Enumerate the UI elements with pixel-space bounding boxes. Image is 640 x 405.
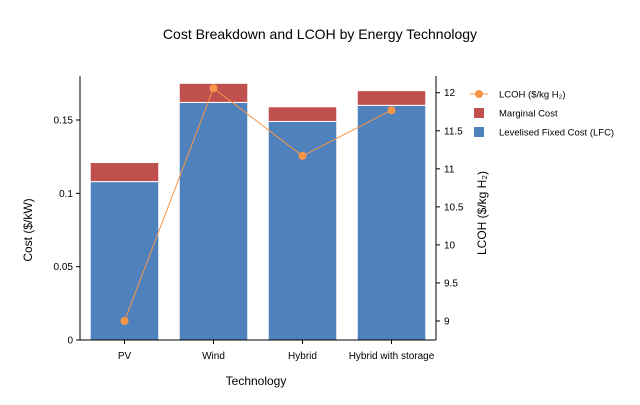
lcoh-point: [120, 316, 129, 325]
lcoh-line: [124, 87, 392, 322]
y2-axis-label: LCOH ($/kg H₂): [475, 171, 489, 255]
legend-label: Marginal Cost: [499, 109, 558, 120]
y2-tick-label: 11: [444, 164, 455, 175]
x-tick-label: Hybrid with storage: [349, 351, 435, 362]
y2-tick-label: 10.5: [444, 202, 464, 213]
axes-layer: 0 0.05 0.1 0.15 9 9.5 10 10.5 11 11.5 12 PV Wind Hybr…: [54, 76, 464, 362]
x-tick-label: Hybrid: [288, 351, 317, 362]
y2-tick-label: 12: [444, 88, 456, 99]
legend-label: LCOH ($/kg H₂): [499, 90, 566, 101]
y2-tick-label: 10: [444, 240, 456, 251]
line-layer: [120, 84, 396, 325]
x-tick-label: PV: [118, 351, 132, 362]
y-tick-label: 0.15: [54, 116, 74, 127]
legend-color-swatch: [474, 127, 484, 137]
bar-segment: [178, 82, 249, 103]
legend-color-swatch: [474, 108, 484, 118]
bar-segment: [89, 162, 160, 183]
lcoh-point: [209, 84, 218, 93]
bar-segment: [89, 181, 160, 341]
legend-marker-swatch: [475, 90, 483, 98]
lcoh-point: [387, 106, 396, 115]
y2-tick-label: 11.5: [444, 126, 463, 137]
bar-segment: [267, 106, 338, 122]
chart-title: Cost Breakdown and LCOH by Energy Techno…: [163, 26, 477, 42]
x-tick-label: Wind: [202, 351, 225, 362]
x-axis-label: Technology: [226, 374, 287, 388]
y-axis-label: Cost ($/kW): [21, 198, 35, 261]
legend-label: Levelised Fixed Cost (LFC): [499, 128, 614, 139]
legend: LCOH ($/kg H₂) Marginal Cost Levelised Fix…: [470, 90, 614, 139]
lcoh-point: [298, 151, 307, 160]
y-tick-label: 0.05: [54, 262, 74, 273]
bars-layer: [89, 82, 427, 341]
bar-segment: [356, 104, 427, 341]
y-tick-label: 0: [67, 336, 73, 347]
bar-segment: [178, 101, 249, 341]
y2-tick-label: 9: [444, 316, 450, 327]
y2-tick-label: 9.5: [444, 278, 458, 289]
y-tick-label: 0.1: [59, 189, 73, 200]
bar-segment: [356, 90, 427, 106]
